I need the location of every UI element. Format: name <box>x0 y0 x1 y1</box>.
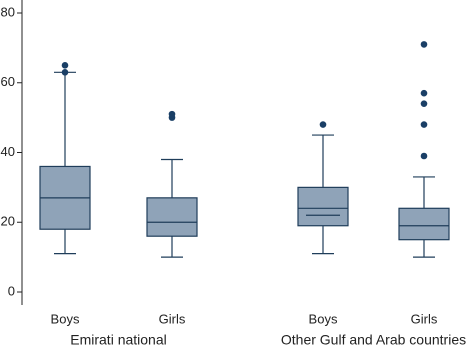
box <box>297 186 349 227</box>
outlier <box>420 100 428 107</box>
outlier <box>61 62 69 69</box>
y-tick-label: 60 <box>1 74 15 89</box>
y-tick-label: 40 <box>1 144 15 159</box>
y-tick-label: 80 <box>1 4 15 19</box>
x-tick-label: Boys <box>51 311 80 326</box>
outlier <box>420 121 428 128</box>
box <box>146 197 198 237</box>
x-tick-label: Girls <box>411 311 438 326</box>
group-label: Other Gulf and Arab countries <box>281 332 466 348</box>
outlier <box>420 41 428 48</box>
y-tick-label: 0 <box>8 283 15 298</box>
outlier <box>61 68 69 76</box>
outlier <box>420 152 428 160</box>
x-tick-label: Girls <box>159 311 186 326</box>
group-label: Emirati national <box>70 332 167 348</box>
outlier <box>168 110 176 118</box>
outlier <box>319 121 327 128</box>
y-tick-label: 20 <box>1 214 15 229</box>
x-tick-label: Boys <box>309 311 338 326</box>
outlier <box>420 89 428 97</box>
box <box>398 207 450 241</box>
